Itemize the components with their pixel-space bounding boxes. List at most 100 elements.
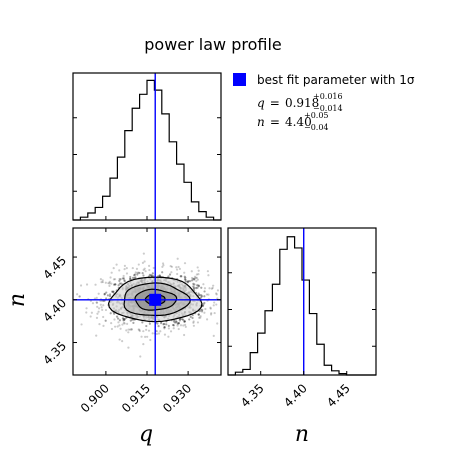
sample-point xyxy=(206,270,209,273)
sample-point xyxy=(130,327,133,331)
sample-point xyxy=(125,267,128,270)
sample-point xyxy=(177,321,180,325)
sample-point xyxy=(118,319,122,322)
sample-point xyxy=(192,321,195,324)
sample-point xyxy=(95,301,98,304)
sample-point xyxy=(192,285,195,288)
sample-point xyxy=(96,305,99,308)
sample-point xyxy=(203,311,206,314)
sample-point xyxy=(193,278,196,281)
sample-point xyxy=(201,304,205,308)
sample-point xyxy=(170,265,174,268)
sample-point xyxy=(195,279,198,283)
sample-point xyxy=(183,320,186,323)
n-hist-bin xyxy=(309,314,316,375)
sample-point xyxy=(191,314,194,317)
sample-point xyxy=(175,266,178,269)
sample-point xyxy=(80,323,83,326)
n-hist-bin xyxy=(258,333,265,375)
sample-point xyxy=(193,275,197,278)
sample-point xyxy=(176,257,179,260)
sample-point xyxy=(183,275,186,278)
sample-point xyxy=(203,290,206,293)
sample-point xyxy=(193,286,196,289)
sample-point xyxy=(236,287,238,289)
sample-point xyxy=(170,271,173,274)
sample-point xyxy=(79,284,83,287)
summary-q: q = 0.918 xyxy=(257,92,319,111)
sample-point xyxy=(177,322,181,325)
sample-point xyxy=(183,278,187,281)
sample-point xyxy=(95,334,98,337)
sample-point xyxy=(195,287,198,290)
sample-point xyxy=(141,261,145,264)
sample-point xyxy=(63,282,65,284)
sample-point xyxy=(199,296,203,299)
sample-point xyxy=(186,281,190,284)
n-hist-bin xyxy=(317,344,324,375)
summary-q-minus: −0.014 xyxy=(313,104,343,113)
sample-point xyxy=(190,279,194,282)
sample-point xyxy=(190,276,194,280)
sample-point xyxy=(138,328,141,331)
sample-point xyxy=(215,292,218,295)
sample-point xyxy=(122,277,125,280)
sample-point xyxy=(142,268,145,271)
sample-point xyxy=(203,301,206,305)
n-hist-bin xyxy=(324,365,331,375)
sample-point xyxy=(123,318,126,321)
sample-point xyxy=(191,316,194,320)
q-hist-step xyxy=(73,79,221,221)
sample-point xyxy=(126,322,129,325)
sample-point xyxy=(145,324,148,328)
density-content xyxy=(63,228,238,375)
sample-point xyxy=(117,321,120,324)
sample-point xyxy=(209,313,213,316)
sample-point xyxy=(205,318,209,321)
sample-point xyxy=(117,284,120,287)
sample-point xyxy=(192,324,195,327)
sample-point xyxy=(167,324,170,327)
sample-point xyxy=(183,271,186,274)
sample-point xyxy=(172,324,175,327)
sample-point xyxy=(172,320,176,323)
sample-point xyxy=(148,273,151,276)
sample-point xyxy=(138,271,141,275)
sample-point xyxy=(212,304,215,307)
n-hist-bin xyxy=(332,371,339,375)
sample-point xyxy=(141,321,144,324)
sample-point xyxy=(147,264,151,267)
sample-point xyxy=(200,294,203,297)
q-hist-bg xyxy=(73,73,221,220)
sample-point xyxy=(175,268,179,271)
sample-point xyxy=(182,318,185,321)
summary-q-value: 0.918 xyxy=(285,96,319,110)
sample-point xyxy=(209,307,212,310)
sample-point xyxy=(108,284,111,287)
sample-point xyxy=(160,322,163,325)
sample-point xyxy=(131,276,135,279)
n-hist-bin xyxy=(265,311,272,375)
sample-point xyxy=(225,327,227,329)
sample-point xyxy=(112,267,115,270)
sample-point xyxy=(163,327,166,330)
sample-point xyxy=(203,287,207,290)
sample-point xyxy=(108,280,111,284)
sample-point xyxy=(132,321,135,324)
sample-point xyxy=(130,328,133,331)
sample-point xyxy=(111,290,115,294)
sample-point xyxy=(168,273,172,276)
sample-point xyxy=(197,285,201,288)
sample-point xyxy=(184,280,187,283)
chart-title: power law profile xyxy=(144,35,282,54)
sample-point xyxy=(143,267,146,270)
sample-point xyxy=(167,335,170,338)
sample-point xyxy=(202,283,205,286)
sample-point xyxy=(122,317,125,320)
sample-point xyxy=(122,274,125,278)
sample-point xyxy=(112,290,115,293)
sample-point xyxy=(133,274,136,277)
sample-point xyxy=(78,295,81,298)
sample-point xyxy=(101,280,104,284)
sample-point xyxy=(163,326,166,329)
